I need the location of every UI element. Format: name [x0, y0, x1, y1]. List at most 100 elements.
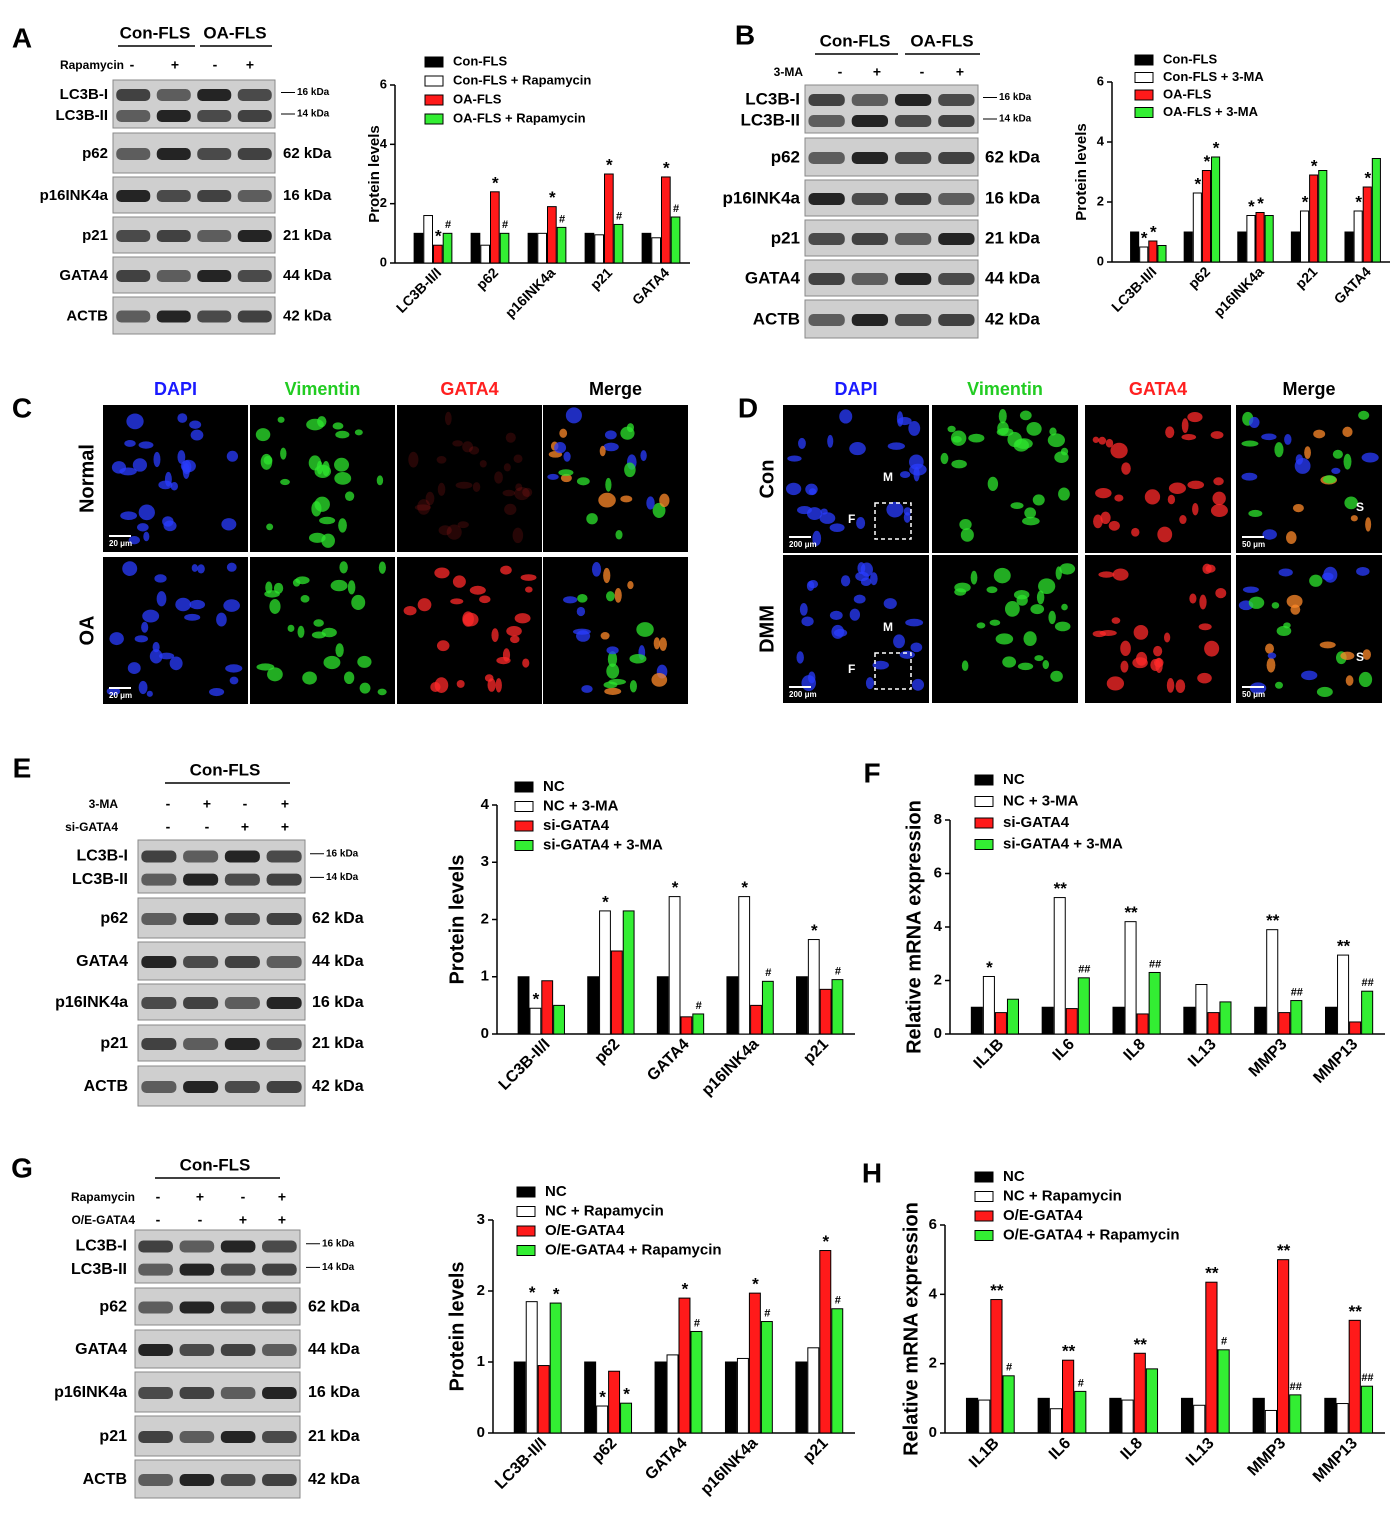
cell-signal — [954, 582, 971, 593]
bar — [994, 1012, 1007, 1035]
significance-label: * — [599, 1388, 606, 1407]
cell-signal — [335, 430, 350, 439]
cell-signal — [1131, 527, 1140, 537]
treatment-label: 3-MA — [774, 65, 804, 79]
blot-band — [224, 913, 260, 925]
cell-signal — [1054, 621, 1071, 632]
bar — [613, 223, 624, 264]
bar — [1337, 954, 1350, 1035]
cell-signal — [314, 496, 330, 512]
significance-label: * — [1150, 222, 1157, 241]
bar — [736, 1357, 749, 1434]
x-tick-label: IL1B — [971, 1036, 1008, 1073]
significance-label: ** — [1337, 937, 1351, 956]
bar — [982, 975, 995, 1035]
cell-signal — [351, 594, 366, 611]
y-tick-label: 0 — [1097, 253, 1104, 268]
bar — [1112, 1006, 1125, 1035]
blot-band — [141, 997, 177, 1009]
bar — [620, 1402, 633, 1434]
significance-label: * — [492, 173, 499, 192]
significance-label: # — [1221, 1336, 1227, 1348]
cell-signal — [496, 656, 511, 665]
legend-swatch — [974, 774, 994, 786]
significance-label: * — [822, 1232, 829, 1251]
blot-band — [851, 233, 889, 245]
bar — [594, 234, 604, 264]
cell-signal — [319, 516, 336, 525]
cell-signal — [1242, 586, 1259, 593]
cell-signal — [1286, 594, 1303, 608]
blot-band — [183, 913, 219, 925]
blot-band — [220, 1474, 256, 1486]
blot-band — [237, 270, 272, 282]
blot-band — [141, 873, 177, 886]
kda-label: 14 kDa — [322, 1262, 355, 1273]
treatment-sign: + — [241, 819, 249, 835]
blot-band — [237, 110, 272, 122]
x-tick-label: LC3B-II/I — [496, 1036, 554, 1094]
cell-signal — [120, 511, 138, 521]
blot-band — [220, 1240, 256, 1253]
cell-signal — [600, 632, 610, 640]
cell-signal — [576, 606, 586, 617]
bar — [1002, 1375, 1015, 1434]
cell-signal — [659, 637, 667, 651]
cell-signal — [1187, 480, 1205, 490]
region-mark: M — [883, 470, 893, 484]
cell-signal — [452, 440, 463, 447]
cell-signal — [1010, 502, 1024, 509]
cell-signal — [1098, 436, 1107, 445]
panel-letter: B — [735, 19, 755, 50]
cell-signal — [334, 457, 350, 472]
blot-band — [224, 850, 260, 863]
cell-signal — [506, 626, 522, 637]
cell-signal — [1261, 433, 1277, 441]
region-mark: S — [1356, 500, 1364, 514]
cell-signal — [297, 625, 305, 638]
cell-signal — [547, 473, 559, 480]
cell-signal — [321, 627, 337, 638]
cell-signal — [438, 525, 452, 536]
y-tick-label: 6 — [934, 864, 942, 881]
cell-signal — [812, 530, 822, 546]
y-tick-label: 1 — [477, 1353, 485, 1370]
cell-signal — [1274, 442, 1284, 458]
cell-signal — [515, 483, 523, 492]
cell-signal — [158, 480, 173, 490]
blot-band — [938, 314, 975, 326]
bar — [748, 1292, 761, 1434]
cell-signal — [1316, 686, 1333, 697]
blot-label: p62 — [100, 910, 128, 927]
kda-label: 16 kDa — [308, 1384, 360, 1401]
cell-signal — [138, 504, 155, 521]
cell-signal — [159, 652, 175, 660]
cell-signal — [1166, 678, 1175, 693]
significance-label: # — [1078, 1377, 1084, 1389]
blot-band — [197, 270, 232, 282]
blot-band — [808, 193, 845, 205]
blot-band — [116, 89, 151, 101]
image-row-label: Normal — [76, 444, 98, 513]
bar — [1348, 1319, 1361, 1434]
blot-band — [938, 233, 975, 245]
treatment-sign: + — [171, 57, 179, 73]
y-tick-label: 2 — [481, 910, 489, 927]
cell-signal — [450, 598, 464, 605]
cell-signal — [434, 677, 449, 693]
blot-band — [183, 850, 219, 863]
cell-signal — [1099, 629, 1117, 636]
kda-label: 42 kDa — [985, 309, 1040, 328]
micrograph — [250, 405, 395, 552]
blot-band — [141, 850, 177, 863]
legend-swatch — [514, 820, 534, 832]
x-tick-label: p62 — [473, 264, 502, 293]
blot-band — [224, 956, 260, 968]
blot-band — [138, 1387, 173, 1399]
x-tick-label: p16INK4a — [502, 264, 559, 321]
bar — [1277, 1259, 1290, 1434]
cell-signal — [522, 487, 533, 498]
cell-signal — [122, 561, 138, 576]
group-header: Con-FLS — [190, 760, 261, 779]
image-column-label: DAPI — [834, 379, 877, 399]
